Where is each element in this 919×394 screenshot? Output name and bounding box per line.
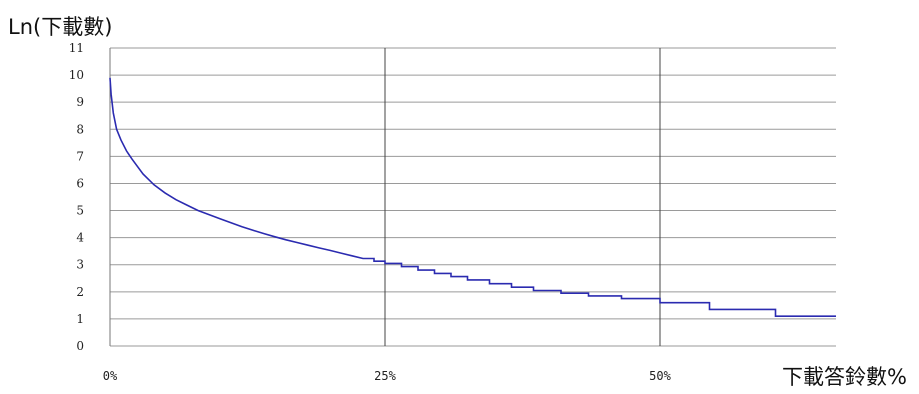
y-tick-label: 8: [76, 122, 84, 136]
x-tick-label: 0%: [103, 369, 118, 383]
y-axis-title: Ln(下載數): [8, 15, 112, 39]
y-tick-label: 6: [76, 176, 84, 190]
y-tick-label: 4: [76, 231, 84, 245]
x-tick-label: 25%: [374, 369, 396, 383]
x-tick-label: 50%: [649, 369, 671, 383]
x-tick-labels: 0% 25% 50%: [103, 369, 672, 383]
y-tick-label: 3: [76, 258, 84, 272]
x-axis-title: 下載答鈴數%: [782, 365, 907, 389]
y-tick-label: 11: [69, 41, 84, 55]
y-tick-label: 0: [76, 339, 84, 353]
y-tick-label: 9: [76, 95, 84, 109]
y-tick-label: 1: [76, 312, 84, 326]
y-tick-label: 2: [76, 285, 84, 299]
series-line: [109, 77, 836, 317]
y-tick-label: 10: [69, 68, 84, 82]
y-tick-labels: 0 1 2 3 4 5 6 7 8 9 10 11: [69, 41, 85, 353]
y-tick-label: 5: [76, 204, 84, 218]
y-tick-label: 7: [76, 149, 84, 163]
grid: [109, 47, 836, 347]
